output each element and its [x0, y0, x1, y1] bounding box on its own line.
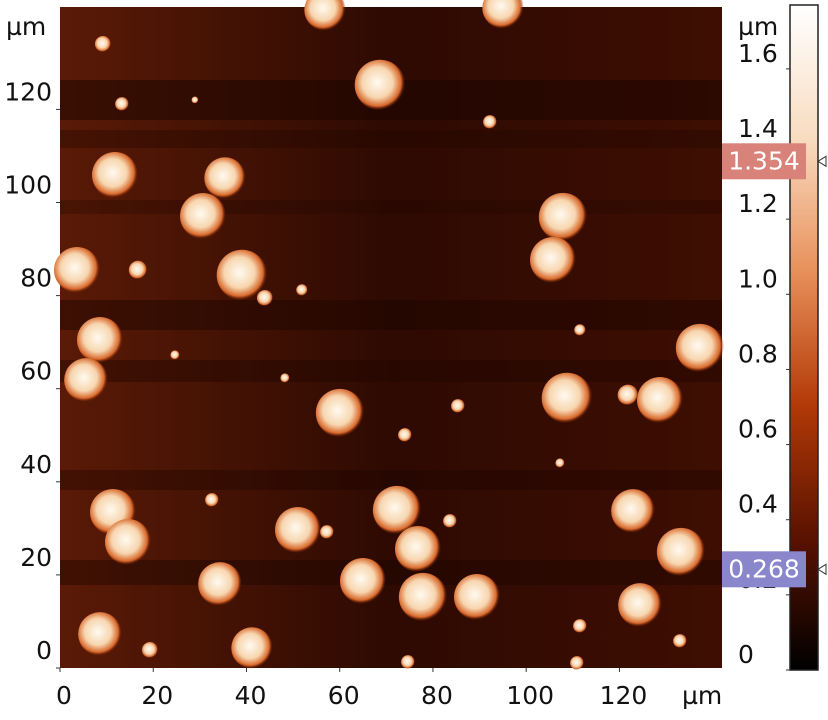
x-tick-label: 20 [141, 681, 173, 710]
y-tick-label: 0 [36, 636, 52, 665]
afm-image [54, 0, 725, 670]
colorbar-tick-label: 1.6 [738, 39, 778, 68]
marker-label: 0.268 [728, 554, 800, 583]
particle [315, 388, 365, 438]
marker-box [722, 143, 806, 180]
colorbar-tick-label: 0 [738, 640, 754, 669]
particle [483, 115, 497, 129]
particle [320, 525, 334, 539]
particle [611, 489, 655, 533]
particle [401, 655, 415, 669]
particle [555, 458, 565, 468]
particle [675, 323, 725, 373]
streak [60, 300, 722, 330]
streak [60, 130, 722, 148]
particle [570, 656, 584, 670]
x-tick-label: 40 [235, 681, 267, 710]
particle [637, 377, 683, 423]
particle [204, 157, 246, 199]
particle [372, 485, 422, 535]
particle [231, 627, 273, 669]
y-unit: µm [6, 12, 46, 41]
particle [454, 574, 500, 620]
y-tick-label: 60 [20, 357, 52, 386]
particle [94, 35, 112, 53]
x-tick-label: 80 [421, 681, 453, 710]
particle [141, 641, 159, 659]
colorbar-tick-label: 1.4 [738, 114, 778, 143]
particle [216, 249, 268, 301]
colorbar-tick-label: 0.4 [738, 490, 778, 519]
y-tick-label: 80 [20, 264, 52, 293]
colorbar-tick-label: 1.0 [738, 264, 778, 293]
y-tick-label: 20 [20, 543, 52, 572]
x-tick-label: 0 [56, 681, 72, 710]
x-unit: µm [682, 681, 722, 710]
marker-arrow [817, 563, 827, 576]
particle [482, 0, 524, 29]
colorbar-tick-label: 0.6 [738, 415, 778, 444]
particle [198, 562, 242, 606]
particle [538, 192, 588, 242]
x-tick-label: 60 [328, 681, 360, 710]
particle [115, 97, 129, 111]
streak [60, 360, 722, 382]
particle [398, 572, 448, 622]
streak [60, 560, 722, 585]
particle [541, 372, 593, 424]
particle [443, 514, 457, 528]
particle [191, 96, 199, 104]
colorbar-tick-label: 0.8 [738, 339, 778, 368]
particle [54, 247, 100, 293]
particle [280, 373, 290, 383]
particle [275, 507, 321, 553]
colorbar-tick-label: 1.2 [738, 189, 778, 218]
y-tick-label: 100 [4, 171, 52, 200]
particle [673, 634, 687, 648]
particle [395, 526, 441, 572]
particle [451, 399, 465, 413]
particle [618, 583, 662, 627]
marker-label: 1.354 [728, 146, 800, 175]
particle [574, 324, 586, 336]
particle [530, 237, 576, 283]
particle [77, 317, 123, 363]
x-tick-label: 100 [506, 681, 554, 710]
particle [64, 358, 108, 402]
streak [60, 470, 722, 490]
y-tick-label: 40 [20, 450, 52, 479]
particle [354, 59, 406, 111]
particle [340, 558, 386, 604]
marker-box [722, 551, 806, 588]
particle [398, 428, 412, 442]
particle [105, 519, 151, 565]
particle [304, 0, 346, 31]
y-tick-label: 120 [4, 77, 52, 106]
particle [656, 527, 706, 577]
colorbar-unit: µm [738, 12, 778, 41]
particle [617, 384, 639, 406]
particle [78, 612, 122, 656]
particle [128, 260, 148, 280]
particle [180, 193, 226, 239]
particle [573, 619, 587, 633]
particle [205, 493, 219, 507]
marker-arrow [817, 155, 827, 168]
particle [170, 350, 180, 360]
particle [296, 284, 308, 296]
x-tick-label: 120 [600, 681, 648, 710]
streak [60, 200, 722, 214]
particle [92, 152, 138, 198]
particle [256, 289, 274, 307]
